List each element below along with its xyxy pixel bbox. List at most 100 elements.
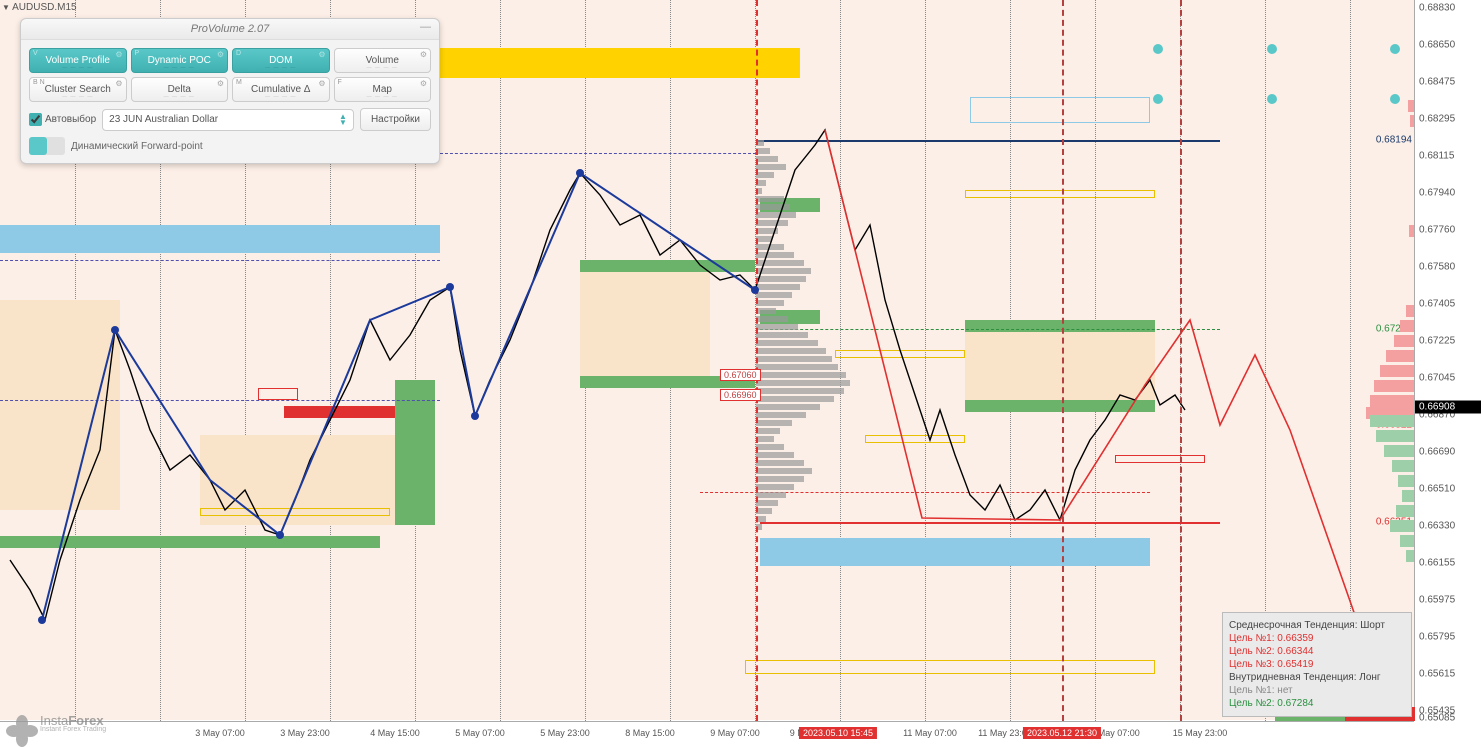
zone-rect: [835, 350, 965, 358]
y-tick-label: 0.66330: [1419, 521, 1455, 532]
y-axis[interactable]: 0.688300.686500.684750.682950.681150.679…: [1414, 0, 1484, 720]
delta-profile-bar: [1409, 225, 1414, 237]
delta-profile-bar: [1370, 395, 1414, 407]
marker-vline: [1180, 0, 1182, 721]
volume-profile-bar: [756, 476, 804, 482]
volume-profile-bar: [756, 452, 794, 458]
panel-button-map[interactable]: F⚙Map— — — —: [334, 77, 432, 102]
panel-button-volume-profile[interactable]: V⚙Volume Profile— — — —: [29, 48, 127, 73]
y-tick-label: 0.68115: [1419, 151, 1454, 162]
delta-profile-bar: [1370, 415, 1414, 427]
contract-value: 23 JUN Australian Dollar: [109, 114, 218, 125]
volume-profile-bar: [756, 284, 800, 290]
volume-profile-bar: [756, 420, 792, 426]
volume-profile-bar: [756, 324, 798, 330]
y-tick-label: 0.66155: [1419, 558, 1455, 569]
zigzag-node: [38, 616, 46, 624]
x-tick-label: 9 May 07:00: [710, 728, 760, 738]
y-tick-label: 0.67940: [1419, 188, 1455, 199]
panel-titlebar[interactable]: ProVolume 2.07 —: [21, 19, 439, 40]
volume-profile-bar: [756, 148, 770, 154]
delta-profile-bar: [1386, 350, 1414, 362]
volume-profile-bar: [756, 404, 820, 410]
zone-rect: [965, 400, 1155, 412]
delta-profile-bar: [1392, 460, 1414, 472]
zone-rect: [760, 538, 1150, 566]
logo-icon: [8, 709, 36, 737]
volume-profile-bar: [756, 236, 772, 242]
zigzag-node: [111, 326, 119, 334]
delta-profile-bar: [1390, 520, 1414, 532]
y-tick-label: 0.67760: [1419, 225, 1455, 236]
y-tick-label: 0.65085: [1419, 713, 1455, 724]
x-tick-label: 5 May 23:00: [540, 728, 590, 738]
panel-button-cumulative-[interactable]: M⚙Cumulative Δ— — — —: [232, 77, 330, 102]
level-line: [760, 522, 1220, 524]
price-annotation: 0.67060: [720, 369, 761, 381]
zone-rect: [0, 536, 380, 548]
volume-profile-bar: [756, 308, 776, 314]
delta-profile-bar: [1376, 430, 1414, 442]
y-tick-label: 0.67225: [1419, 336, 1455, 347]
x-axis[interactable]: 3 May 07:003 May 23:004 May 15:005 May 0…: [0, 721, 1414, 741]
volume-profile-bar: [756, 340, 818, 346]
y-tick-label: 0.67045: [1419, 373, 1455, 384]
panel-button-cluster-search[interactable]: B N⚙Cluster Search— — — —: [29, 77, 127, 102]
zone-rect: [865, 435, 965, 443]
volume-profile-bar: [756, 492, 786, 498]
volume-profile-bar: [756, 220, 788, 226]
y-tick-label: 0.66510: [1419, 484, 1455, 495]
delta-profile-bar: [1398, 475, 1414, 487]
contract-select[interactable]: 23 JUN Australian Dollar ▲▼: [102, 109, 354, 131]
provolume-panel[interactable]: ProVolume 2.07 — V⚙Volume Profile— — — —…: [20, 18, 440, 164]
stepper-icon[interactable]: ▲▼: [339, 114, 347, 126]
zigzag-node: [446, 283, 454, 291]
delta-profile-bar: [1400, 535, 1414, 547]
delta-profile-bar: [1400, 320, 1414, 332]
target-1: Цель №1: 0.66359: [1229, 633, 1405, 644]
watermark: InstaForex Instant Forex Trading: [8, 709, 106, 737]
y-tick-label: 0.68475: [1419, 77, 1455, 88]
volume-profile-bar: [756, 508, 772, 514]
symbol-label: AUDUSD.M15: [2, 2, 77, 13]
volume-profile-bar: [756, 396, 834, 402]
panel-button-dynamic-poc[interactable]: P⚙Dynamic POC— — — —: [131, 48, 229, 73]
y-tick-label: 0.65975: [1419, 595, 1455, 606]
delta-profile-bar: [1374, 380, 1414, 392]
zone-rect: [970, 97, 1150, 123]
dot-marker: [1267, 94, 1277, 104]
volume-profile-bar: [756, 204, 790, 210]
volume-profile-bar: [756, 412, 806, 418]
intra-trend-label: Внутридневная Тенденция: Лонг: [1229, 672, 1405, 683]
delta-profile-bar: [1408, 100, 1414, 112]
volume-profile-bar: [756, 444, 784, 450]
panel-button-dom[interactable]: D⚙DOM— — — —: [232, 48, 330, 73]
forward-point-toggle[interactable]: [29, 137, 65, 155]
delta-profile-bar: [1394, 335, 1414, 347]
volume-profile-bar: [756, 244, 784, 250]
delta-profile-bar: [1384, 445, 1414, 457]
grid-vline: [925, 0, 926, 721]
autoselect-checkbox[interactable]: Автовыбор: [29, 113, 96, 126]
volume-profile-bar: [756, 196, 784, 202]
x-tick-label: 3 May 23:00: [280, 728, 330, 738]
y-tick-label: 0.68295: [1419, 114, 1455, 125]
zone-rect: [965, 330, 1155, 405]
volume-profile-bar: [756, 468, 812, 474]
delta-profile-bar: [1402, 490, 1414, 502]
minimize-icon[interactable]: —: [420, 21, 431, 33]
y-tick-label: 0.66690: [1419, 447, 1455, 458]
level-line: [0, 400, 440, 401]
volume-profile-bar: [756, 276, 806, 282]
panel-button-delta[interactable]: ⚙Delta— — — —: [131, 77, 229, 102]
panel-button-volume[interactable]: ⚙Volume— — — —: [334, 48, 432, 73]
level-line: [756, 140, 1220, 142]
volume-profile-bar: [756, 388, 844, 394]
level-line: [760, 329, 1220, 330]
volume-profile-bar: [756, 356, 832, 362]
forward-point-label: Динамический Forward-point: [71, 141, 203, 152]
y-tick-label: 0.65615: [1419, 669, 1455, 680]
level-line: [440, 153, 756, 154]
settings-button[interactable]: Настройки: [360, 108, 431, 131]
x-tick-label: 11 May 07:00: [903, 728, 957, 738]
